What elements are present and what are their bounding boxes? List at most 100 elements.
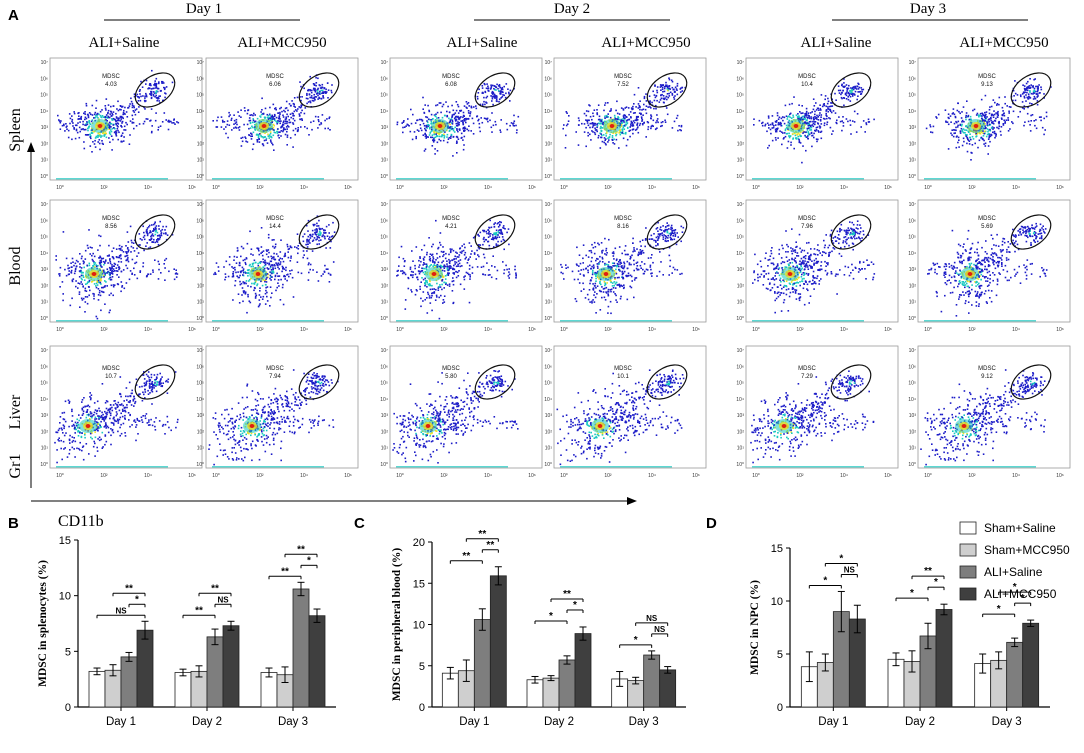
flow-event: [491, 100, 493, 102]
flow-event: [309, 100, 311, 102]
flow-event: [146, 242, 148, 244]
flow-event: [100, 277, 102, 280]
flow-event: [445, 283, 447, 285]
flow-event: [657, 121, 659, 124]
flow-event: [1027, 120, 1030, 123]
flow-event: [262, 261, 265, 263]
flow-event: [81, 299, 84, 301]
flow-event: [410, 289, 412, 291]
flow-event: [62, 293, 64, 295]
flow-event: [607, 116, 609, 118]
flow-event: [262, 266, 264, 268]
flow-event: [984, 142, 987, 145]
flow-event: [464, 129, 466, 132]
flow-event: [284, 278, 286, 280]
flow-event: [81, 278, 83, 281]
flow-event: [321, 83, 324, 86]
flow-event: [246, 242, 249, 245]
flow-event: [224, 273, 227, 275]
flow-event: [861, 91, 863, 93]
flow-event: [963, 120, 965, 123]
flow-event: [826, 121, 829, 123]
flow-event: [430, 119, 432, 121]
flow-event: [293, 114, 295, 117]
flow-event: [286, 245, 289, 248]
flow-event: [281, 110, 283, 113]
flow-event: [643, 97, 646, 100]
flow-event: [301, 96, 303, 98]
flow-event: [489, 219, 491, 222]
flow-event: [104, 115, 107, 118]
flow-event: [246, 141, 249, 143]
flow-event: [280, 130, 283, 132]
tissue-label-blood: Blood: [7, 246, 24, 285]
flow-event: [503, 227, 505, 229]
flow-event: [284, 120, 287, 122]
flow-event: [287, 115, 289, 118]
flow-event: [785, 133, 788, 135]
flow-event: [452, 267, 454, 270]
flow-event: [165, 257, 168, 260]
flow-event: [587, 119, 589, 121]
flow-event: [805, 122, 807, 124]
flow-event: [483, 236, 485, 239]
flow-event: [427, 293, 430, 296]
flow-event: [120, 281, 123, 283]
flow-event: [456, 128, 458, 130]
flow-event: [585, 126, 587, 129]
flow-event: [788, 136, 791, 139]
flow-event: [75, 285, 77, 288]
flow-event: [89, 145, 92, 147]
flow-event: [995, 135, 997, 137]
flow-event: [952, 129, 955, 131]
flow-event: [668, 87, 670, 90]
flow-event: [125, 264, 127, 267]
flow-event: [482, 273, 485, 276]
flow-event: [467, 117, 470, 120]
flow-event: [1008, 110, 1010, 113]
flow-event: [265, 289, 267, 292]
flow-event: [463, 105, 466, 107]
flow-event: [463, 135, 466, 138]
flow-event: [170, 120, 172, 123]
flow-event: [585, 114, 588, 117]
flow-event: [566, 123, 569, 125]
flow-event: [455, 122, 458, 125]
flow-event: [292, 296, 295, 298]
flow-event: [121, 285, 124, 287]
flow-event: [78, 293, 81, 295]
flow-event: [58, 119, 60, 121]
flow-y-tick-label: 10⁵: [544, 235, 552, 241]
flow-event: [117, 109, 120, 112]
flow-event: [300, 99, 302, 102]
flow-event: [97, 264, 99, 267]
flow-event: [676, 85, 679, 87]
flow-event: [1024, 91, 1026, 93]
flow-event: [85, 102, 88, 105]
flow-event: [1034, 97, 1036, 100]
flow-event: [277, 266, 279, 269]
flow-event: [424, 298, 426, 301]
flow-event: [452, 280, 455, 282]
flow-event: [237, 276, 240, 279]
flow-event: [842, 121, 845, 124]
flow-event: [455, 276, 458, 279]
flow-event: [426, 265, 428, 267]
flow-event: [155, 230, 157, 233]
condition-header-6: ALI+MCC950: [959, 35, 1048, 51]
flow-event: [306, 238, 309, 241]
flow-event: [324, 229, 326, 232]
flow-event: [115, 132, 117, 135]
flow-event: [407, 118, 409, 120]
flow-event: [956, 135, 958, 137]
flow-event: [148, 231, 151, 234]
flow-event: [455, 101, 458, 103]
flow-event: [70, 271, 72, 273]
flow-event: [452, 283, 455, 286]
flow-event: [442, 251, 444, 253]
flow-event: [805, 149, 807, 152]
flow-event: [325, 225, 328, 228]
flow-event: [1023, 124, 1025, 127]
flow-event: [805, 110, 808, 113]
flow-event: [267, 236, 270, 239]
